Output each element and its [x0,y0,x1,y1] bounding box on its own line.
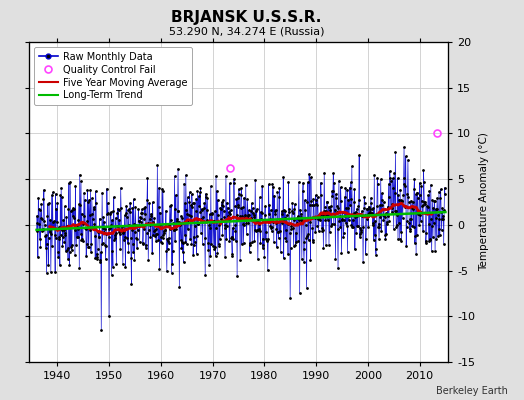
Text: 53.290 N, 34.274 E (Russia): 53.290 N, 34.274 E (Russia) [169,26,324,36]
Text: BRJANSK U.S.S.R.: BRJANSK U.S.S.R. [171,10,321,25]
Y-axis label: Temperature Anomaly (°C): Temperature Anomaly (°C) [479,132,489,272]
Legend: Raw Monthly Data, Quality Control Fail, Five Year Moving Average, Long-Term Tren: Raw Monthly Data, Quality Control Fail, … [34,47,192,105]
Text: Berkeley Earth: Berkeley Earth [436,386,508,396]
